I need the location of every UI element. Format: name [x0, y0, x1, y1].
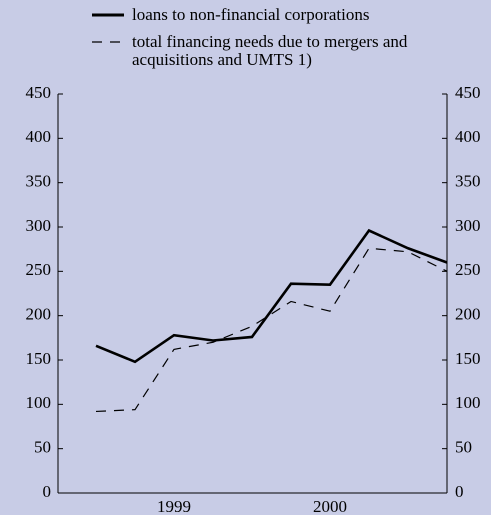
y2-tick-label: 250: [455, 260, 481, 279]
y-tick-label: 0: [43, 482, 52, 501]
series-line: [95, 247, 448, 413]
y2-tick-label: 150: [455, 349, 481, 368]
x-tick-label: 2000: [313, 497, 347, 515]
y2-tick-label: 200: [455, 305, 481, 324]
y-tick-label: 400: [26, 127, 52, 146]
x-tick-label: 1999: [157, 497, 191, 515]
y2-tick-label: 100: [455, 393, 481, 412]
y-tick-label: 300: [26, 216, 52, 235]
series-line: [95, 228, 448, 364]
legend-label: loans to non-financial corporations: [132, 5, 370, 24]
y2-tick-label: 400: [455, 127, 481, 146]
legend-label: total financing needs due to mergers and…: [132, 32, 408, 69]
y2-tick-label: 300: [455, 216, 481, 235]
y2-tick-label: 450: [455, 83, 481, 102]
y2-tick-label: 350: [455, 172, 481, 191]
y-tick-label: 150: [26, 349, 52, 368]
y-tick-label: 50: [34, 438, 51, 457]
y-tick-label: 200: [26, 305, 52, 324]
y-tick-label: 100: [26, 393, 52, 412]
y-tick-label: 450: [26, 83, 52, 102]
y-tick-label: 350: [26, 172, 52, 191]
y2-tick-label: 50: [455, 438, 472, 457]
y2-tick-label: 0: [455, 482, 464, 501]
y-tick-label: 250: [26, 260, 52, 279]
